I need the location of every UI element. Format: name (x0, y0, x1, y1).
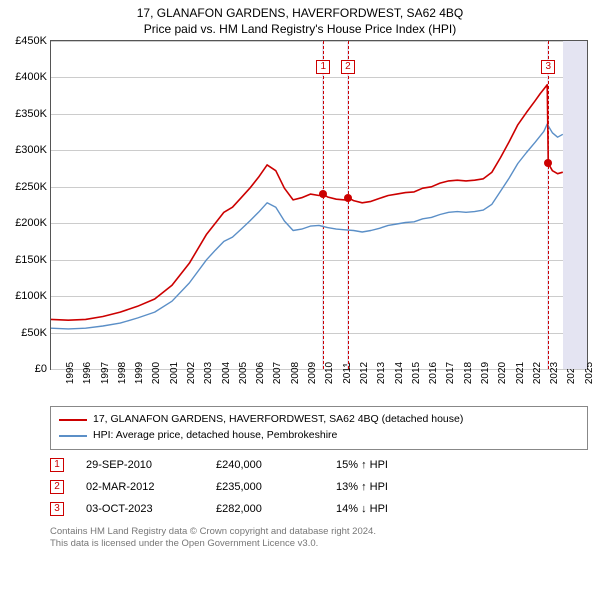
sale-marker: 1 (50, 458, 64, 472)
sale-delta: 15% ↑ HPI (336, 459, 388, 471)
chart-marker: 2 (341, 60, 355, 74)
sale-date: 29-SEP-2010 (86, 459, 216, 471)
series-hpi (51, 124, 563, 329)
sale-dot (344, 194, 352, 202)
x-axis-label: 2026 (587, 362, 600, 384)
sale-row: 3 03-OCT-2023£282,00014% ↓ HPI (50, 502, 588, 516)
y-axis-label: £450K (15, 35, 47, 47)
legend-label: 17, GLANAFON GARDENS, HAVERFORDWEST, SA6… (93, 412, 463, 428)
legend-swatch (59, 419, 87, 421)
chart-marker: 1 (316, 60, 330, 74)
y-axis-label: £0 (35, 363, 47, 375)
y-axis-label: £400K (15, 71, 47, 83)
legend-item: 17, GLANAFON GARDENS, HAVERFORDWEST, SA6… (59, 412, 579, 428)
sale-delta: 13% ↑ HPI (336, 481, 388, 493)
y-axis-label: £200K (15, 217, 47, 229)
chart-lines (51, 41, 587, 369)
sale-dot (544, 159, 552, 167)
attribution-line: Contains HM Land Registry data © Crown c… (50, 526, 588, 539)
sale-row: 2 02-MAR-2012£235,00013% ↑ HPI (50, 480, 588, 494)
sale-price: £282,000 (216, 503, 336, 515)
sale-price: £235,000 (216, 481, 336, 493)
page-subtitle: Price paid vs. HM Land Registry's House … (0, 22, 600, 36)
sale-price: £240,000 (216, 459, 336, 471)
legend-item: HPI: Average price, detached house, Pemb… (59, 428, 579, 444)
legend-swatch (59, 435, 87, 437)
y-axis-label: £300K (15, 144, 47, 156)
attribution-line: This data is licensed under the Open Gov… (50, 538, 588, 551)
y-axis-label: £350K (15, 108, 47, 120)
sale-date: 03-OCT-2023 (86, 503, 216, 515)
sale-marker: 2 (50, 480, 64, 494)
y-axis-label: £250K (15, 181, 47, 193)
page-title: 17, GLANAFON GARDENS, HAVERFORDWEST, SA6… (0, 6, 600, 20)
y-axis-label: £50K (21, 327, 47, 339)
chart-marker: 3 (541, 60, 555, 74)
y-axis-label: £100K (15, 290, 47, 302)
legend: 17, GLANAFON GARDENS, HAVERFORDWEST, SA6… (50, 406, 588, 450)
legend-label: HPI: Average price, detached house, Pemb… (93, 428, 337, 444)
sale-delta: 14% ↓ HPI (336, 503, 388, 515)
y-axis-label: £150K (15, 254, 47, 266)
chart-inner: £0£50K£100K£150K£200K£250K£300K£350K£400… (51, 41, 587, 369)
sale-dot (319, 190, 327, 198)
sale-date: 02-MAR-2012 (86, 481, 216, 493)
sales-list: 1 29-SEP-2010£240,00015% ↑ HPI 2 02-MAR-201… (50, 458, 588, 516)
sale-marker: 3 (50, 502, 64, 516)
series-property (51, 85, 563, 321)
sale-row: 1 29-SEP-2010£240,00015% ↑ HPI (50, 458, 588, 472)
attribution: Contains HM Land Registry data © Crown c… (50, 526, 588, 552)
chart-area: £0£50K£100K£150K£200K£250K£300K£350K£400… (50, 40, 588, 370)
